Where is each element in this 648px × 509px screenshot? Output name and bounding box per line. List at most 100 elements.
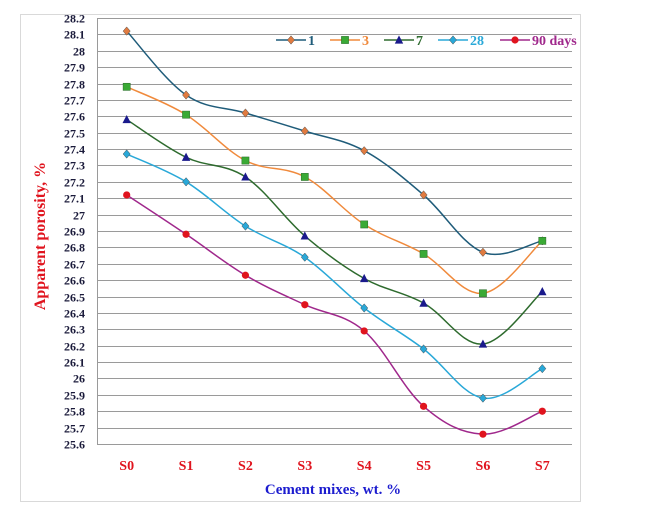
legend-label: 90 days [532, 34, 577, 49]
data-point [182, 230, 190, 238]
legend-label: 1 [308, 34, 315, 49]
y-tick-label: 27.5 [64, 127, 85, 141]
data-point [182, 110, 190, 119]
series-5 [123, 191, 546, 438]
y-tick-label: 26.5 [64, 291, 85, 305]
y-tick-label: 26.1 [64, 356, 85, 370]
y-tick-label: 27.3 [64, 159, 85, 173]
data-point [300, 252, 309, 262]
data-point [122, 149, 131, 159]
y-tick-label: 26.9 [64, 225, 85, 239]
y-tick-label: 28 [73, 45, 85, 59]
legend-marker [394, 35, 404, 44]
series-3 [122, 114, 547, 348]
data-point [538, 407, 546, 415]
y-tick-label: 26.7 [64, 258, 85, 272]
y-tick-label: 28.1 [64, 28, 85, 42]
data-point [123, 191, 131, 199]
data-point [538, 364, 547, 374]
y-tick-label: 26.4 [64, 307, 85, 321]
y-tick-label: 27.2 [64, 176, 85, 190]
x-tick-label: S7 [535, 459, 550, 474]
data-point [360, 146, 369, 156]
data-point [301, 301, 309, 309]
legend-marker [449, 35, 457, 45]
y-tick-label: 25.6 [64, 438, 85, 452]
legend-item: 1 [276, 34, 315, 49]
y-tick-label: 26 [73, 372, 85, 386]
data-point [122, 114, 131, 124]
y-tick-label: 26.2 [64, 340, 85, 354]
data-point [360, 303, 369, 313]
data-point [360, 327, 368, 335]
series-layer [122, 26, 547, 438]
y-tick-label: 27.8 [64, 78, 85, 92]
x-axis-label: Cement mixes, wt. % [265, 482, 401, 498]
data-point [419, 190, 428, 200]
legend-label: 28 [470, 34, 484, 49]
x-tick-label: S2 [238, 459, 253, 474]
data-point [300, 173, 309, 181]
y-tick-label: 25.9 [64, 389, 85, 403]
series-4 [122, 149, 547, 403]
legend-label: 7 [416, 34, 423, 49]
data-point [479, 393, 487, 403]
data-point [419, 402, 428, 410]
data-point [479, 247, 487, 257]
data-point [241, 221, 250, 231]
legend-label: 3 [362, 34, 369, 49]
y-tick-label: 28.2 [64, 12, 85, 26]
legend-item: 7 [384, 34, 423, 49]
data-point [241, 156, 250, 165]
legend-item: 28 [438, 34, 484, 49]
x-tick-label: S1 [179, 459, 194, 474]
gridlines [97, 18, 572, 445]
legend-marker [511, 36, 519, 44]
y-tick-label: 26.8 [64, 241, 85, 255]
data-point [419, 250, 428, 258]
data-point [241, 108, 250, 118]
data-point [300, 126, 309, 136]
data-point [122, 82, 131, 91]
legend: 1 3 7 28 90 days [276, 34, 577, 49]
x-tick-label: S6 [476, 459, 491, 474]
data-point [479, 430, 487, 438]
data-point [538, 287, 547, 296]
data-point [419, 298, 428, 307]
y-tick-labels: 25.6 25.7 25.8 25.9 26 26.1 26.2 26.3 26.4 26.5 26… [64, 12, 85, 452]
x-tick-label: S0 [119, 459, 134, 474]
data-point [479, 289, 487, 298]
data-point [181, 152, 191, 161]
data-point [300, 231, 310, 240]
y-tick-label: 25.7 [64, 422, 85, 436]
series-line [126, 194, 543, 435]
data-point [241, 271, 250, 279]
data-point [538, 236, 547, 245]
data-point [419, 344, 428, 354]
y-tick-label: 27.4 [64, 143, 85, 157]
series-2 [122, 82, 547, 298]
legend-item: 90 days [500, 34, 577, 49]
data-point [360, 220, 369, 229]
data-point [182, 177, 190, 187]
x-tick-labels: S0 S1 S2 S3 S4 S5 S6 S7 [119, 459, 549, 474]
legend-marker [341, 36, 349, 44]
y-tick-label: 27.1 [64, 192, 85, 206]
y-tick-label: 27.7 [64, 94, 85, 108]
y-tick-label: 25.8 [64, 405, 85, 419]
data-point [359, 273, 369, 283]
y-tick-label: 26.3 [64, 323, 85, 337]
y-tick-label: 27.6 [64, 110, 85, 124]
x-tick-label: S5 [416, 459, 431, 474]
data-point [478, 339, 488, 348]
legend-item: 3 [330, 34, 369, 49]
legend-marker [287, 35, 295, 45]
chart-frame [20, 14, 581, 502]
x-tick-label: S4 [357, 459, 372, 474]
y-tick-label: 26.6 [64, 274, 85, 288]
data-point [182, 90, 190, 100]
data-point [241, 172, 250, 181]
series-line [126, 153, 543, 399]
